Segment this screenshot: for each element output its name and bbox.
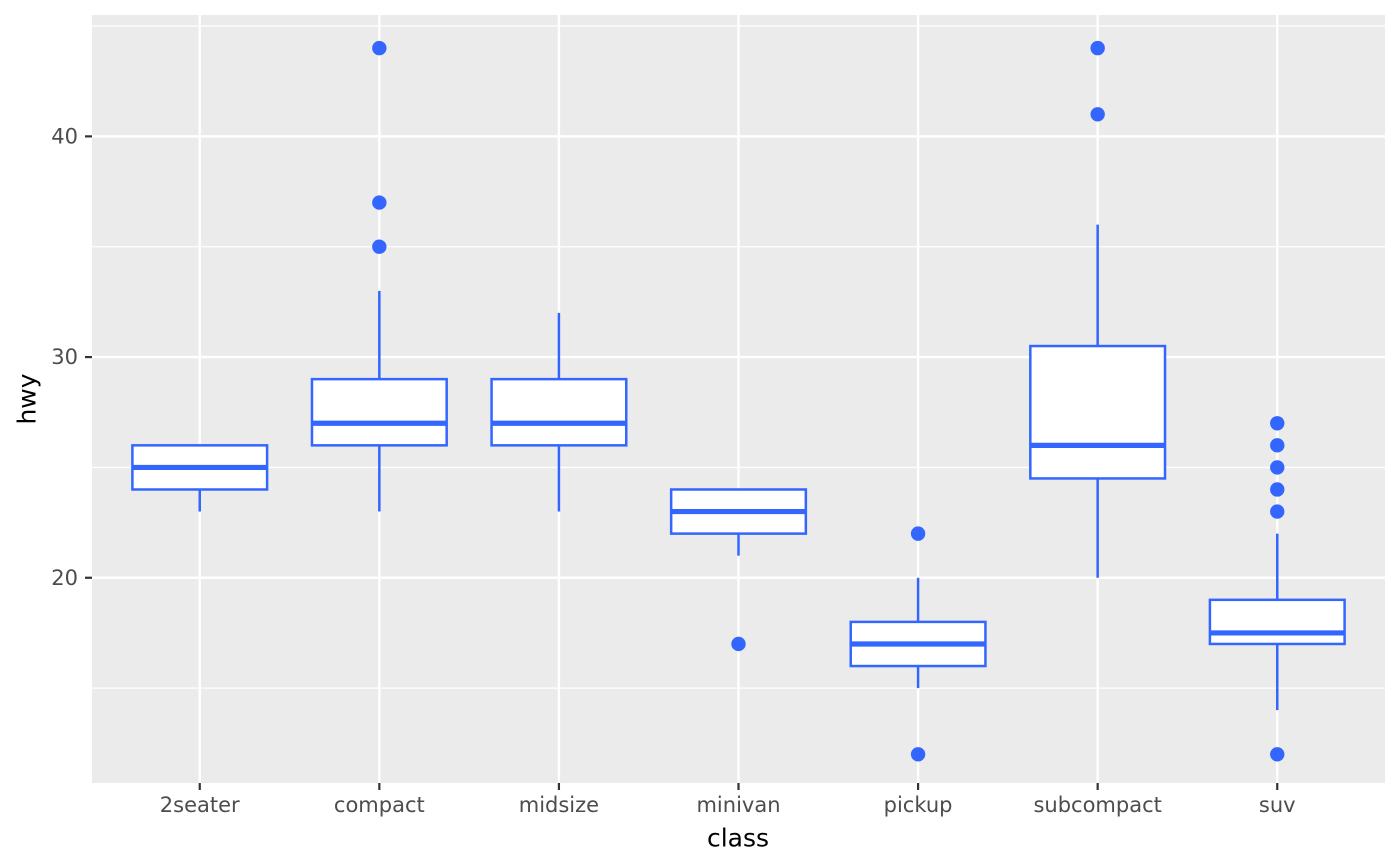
- iqr-box: [1208, 598, 1346, 646]
- x-tick-label: subcompact: [1033, 793, 1161, 817]
- iqr-box: [310, 377, 448, 447]
- outlier-point: [1090, 40, 1105, 56]
- iqr-box: [1029, 344, 1167, 480]
- outlier-point: [372, 239, 387, 254]
- outlier-point: [1270, 416, 1285, 431]
- y-tick-label: 40: [51, 124, 78, 148]
- outlier-point: [372, 40, 387, 56]
- x-tick-label: pickup: [884, 793, 953, 817]
- x-tick-label: midsize: [519, 793, 599, 817]
- boxplot-subcompact: [1029, 40, 1167, 578]
- outlier-point: [1270, 438, 1285, 453]
- boxplot-pickup: [849, 526, 987, 762]
- x-axis-title: class: [707, 824, 769, 853]
- y-tick-label: 20: [51, 566, 78, 590]
- boxplot-midsize: [490, 312, 628, 512]
- y-axis-title: hwy: [13, 373, 42, 424]
- x-tick-label: compact: [334, 793, 425, 817]
- x-tick-label: minivan: [696, 793, 780, 817]
- axes: 20 30 40 2seater compact midsize minivan pickup…: [51, 124, 1295, 817]
- x-tick-label: 2seater: [160, 793, 240, 817]
- outlier-point: [1270, 460, 1285, 475]
- outlier-point: [372, 195, 387, 210]
- outlier-point: [1270, 504, 1285, 519]
- outlier-point: [910, 747, 926, 762]
- outlier-point: [910, 526, 926, 541]
- boxplot-suv: [1208, 416, 1346, 762]
- outlier-point: [731, 636, 746, 652]
- outlier-point: [1270, 482, 1285, 497]
- outlier-point: [1270, 747, 1285, 762]
- x-tick-label: suv: [1259, 793, 1296, 817]
- iqr-box: [490, 377, 628, 447]
- boxplot-minivan: [669, 488, 808, 652]
- boxplot-series: [131, 40, 1346, 762]
- boxplot-compact: [310, 40, 448, 512]
- y-tick-label: 30: [51, 345, 78, 369]
- outlier-point: [1090, 107, 1105, 122]
- boxplot-2seater: [131, 444, 269, 512]
